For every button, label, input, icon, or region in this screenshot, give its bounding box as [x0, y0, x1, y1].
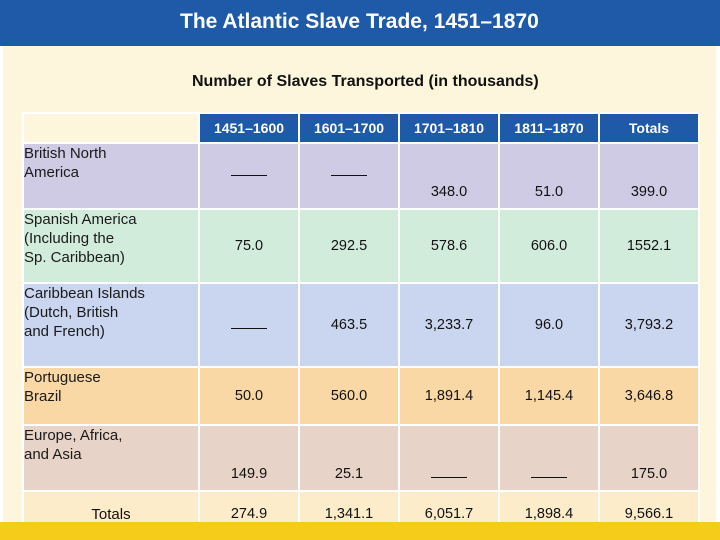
dash-line: [531, 477, 567, 478]
cell-value: 463.5: [298, 282, 400, 368]
cell-value: 3,646.8: [598, 366, 700, 426]
value-text: 51.0: [534, 184, 564, 200]
cell-value: 1552.1: [598, 208, 700, 284]
dash-line: [431, 477, 467, 478]
cell-value: 149.9: [198, 424, 300, 492]
table-header-row: 1451–1600 1601–1700 1701–1810 1811–1870 …: [22, 112, 700, 144]
value-text: 25.1: [334, 466, 364, 482]
empty-value-dash: [298, 142, 400, 210]
region-label: British North America: [22, 142, 200, 210]
region-label: Portuguese Brazil: [22, 366, 200, 426]
cell-value: 51.0: [498, 142, 600, 210]
cell-value: 606.0: [498, 208, 600, 284]
value-text: 50.0: [234, 388, 264, 404]
value-text: 75.0: [234, 238, 264, 254]
dash-line: [231, 175, 267, 176]
cell-value: 175.0: [598, 424, 700, 492]
value-text: 6,051.7: [424, 506, 474, 522]
value-text: 149.9: [230, 466, 268, 482]
title-bar: The Atlantic Slave Trade, 1451–1870: [0, 0, 720, 46]
cell-value: 3,233.7: [398, 282, 500, 368]
region-label: Spanish America (Including the Sp. Carib…: [22, 208, 200, 284]
cell-value: 3,793.2: [598, 282, 700, 368]
value-text: 9,566.1: [624, 506, 674, 522]
value-text: 463.5: [330, 317, 368, 333]
table-row: Spanish America (Including the Sp. Carib…: [22, 208, 700, 284]
value-text: 348.0: [430, 184, 468, 200]
cell-value: 292.5: [298, 208, 400, 284]
cell-value: 75.0: [198, 208, 300, 284]
cell-value: 560.0: [298, 366, 400, 426]
dash-line: [231, 328, 267, 329]
value-text: 1,898.4: [524, 506, 574, 522]
value-text: 560.0: [330, 388, 368, 404]
empty-value-dash: [398, 424, 500, 492]
value-text: 175.0: [630, 466, 668, 482]
column-header: Totals: [598, 112, 700, 144]
value-text: 3,646.8: [624, 388, 674, 404]
table-row: Portuguese Brazil 50.0 560.0 1,891.4 1,145.4…: [22, 366, 700, 426]
cell-value: 1,891.4: [398, 366, 500, 426]
cell-value: 50.0: [198, 366, 300, 426]
column-header: 1811–1870: [498, 112, 600, 144]
region-label: Caribbean Islands (Dutch, British and Fr…: [22, 282, 200, 368]
column-header: 1701–1810: [398, 112, 500, 144]
table-row: Europe, Africa, and Asia 149.9 25.1 175.0: [22, 424, 700, 492]
cell-value: 96.0: [498, 282, 600, 368]
page-title: The Atlantic Slave Trade, 1451–1870: [180, 10, 539, 33]
value-text: 1552.1: [626, 238, 672, 254]
value-text: 3,233.7: [424, 317, 474, 333]
slave-trade-table: 1451–1600 1601–1700 1701–1810 1811–1870 …: [22, 112, 700, 538]
value-text: 274.9: [230, 506, 268, 522]
value-text: 96.0: [534, 317, 564, 333]
region-label: Europe, Africa, and Asia: [22, 424, 200, 492]
empty-value-dash: [198, 282, 300, 368]
value-text: 606.0: [530, 238, 568, 254]
table-subtitle: Number of Slaves Transported (in thousan…: [192, 73, 539, 90]
cell-value: 399.0: [598, 142, 700, 210]
cell-value: 1,145.4: [498, 366, 600, 426]
value-text: 3,793.2: [624, 317, 674, 333]
empty-value-dash: [498, 424, 600, 492]
value-text: 1,891.4: [424, 388, 474, 404]
column-header: 1451–1600: [198, 112, 300, 144]
column-header: 1601–1700: [298, 112, 400, 144]
dash-line: [331, 175, 367, 176]
value-text: 1,341.1: [324, 506, 374, 522]
table-row: British North America 348.0 51.0 399.0: [22, 142, 700, 210]
value-text: 578.6: [430, 238, 468, 254]
value-text: 1,145.4: [524, 388, 574, 404]
header-corner: [22, 112, 200, 144]
table-row: Caribbean Islands (Dutch, British and Fr…: [22, 282, 700, 368]
empty-value-dash: [198, 142, 300, 210]
footer-bar: [0, 522, 720, 540]
value-text: 292.5: [330, 238, 368, 254]
cell-value: 25.1: [298, 424, 400, 492]
value-text: 399.0: [630, 184, 668, 200]
cell-value: 348.0: [398, 142, 500, 210]
cell-value: 578.6: [398, 208, 500, 284]
